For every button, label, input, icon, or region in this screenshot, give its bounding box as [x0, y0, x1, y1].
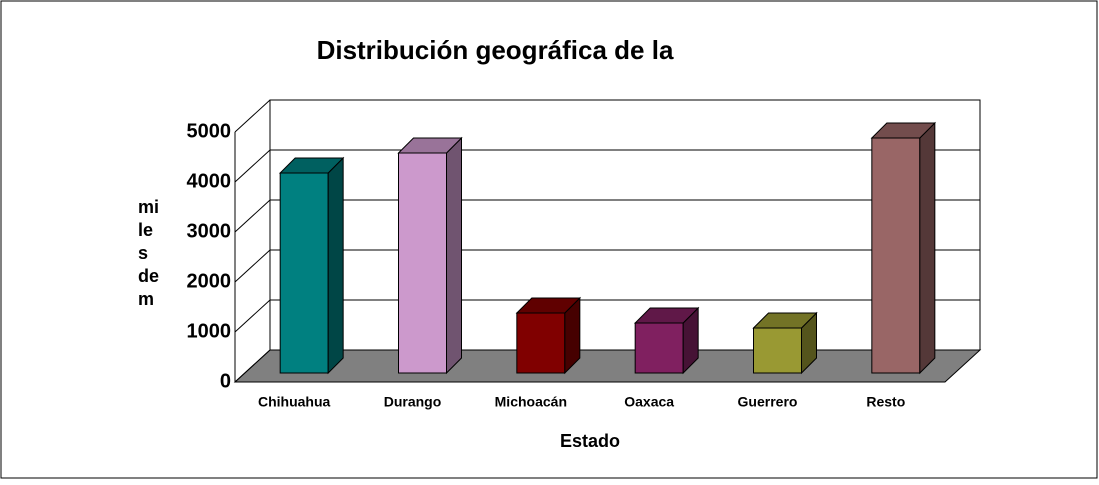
x-tick-label: Guerrero — [738, 394, 798, 410]
x-axis-label: Estado — [560, 431, 620, 451]
bar — [398, 152, 447, 374]
bar — [753, 327, 802, 374]
bar-side — [919, 121, 936, 375]
y-axis-label: mi — [138, 197, 159, 217]
bar-top — [397, 137, 463, 154]
bar — [634, 322, 684, 374]
y-axis-label: s — [138, 243, 148, 263]
y-tick-label: 5000 — [187, 120, 232, 142]
chart-title: Distribución geográfica de la — [317, 35, 674, 65]
bar-side — [446, 136, 462, 375]
y-axis-label: le — [138, 220, 153, 240]
y-axis-label: m — [138, 289, 154, 309]
bar — [279, 172, 329, 374]
y-tick-label: 4000 — [187, 170, 232, 192]
bar — [871, 137, 921, 374]
side-grid-line — [234, 249, 271, 283]
bar-top — [870, 122, 937, 139]
side-grid-line — [234, 149, 271, 183]
y-axis-label: de — [138, 266, 159, 286]
side-grid-line — [234, 349, 271, 383]
x-tick-label: Durango — [384, 394, 442, 410]
x-tick-label: Resto — [866, 394, 905, 410]
y-tick-label: 3000 — [187, 220, 232, 242]
y-tick-label: 1000 — [187, 320, 232, 342]
side-grid-line — [234, 199, 271, 233]
y-tick-label: 2000 — [187, 270, 232, 292]
side-grid-line — [234, 299, 271, 333]
x-tick-label: Michoacán — [495, 394, 567, 410]
bar-top — [752, 312, 818, 329]
bar-top — [515, 297, 582, 314]
bar-top — [278, 157, 345, 174]
x-tick-label: Oaxaca — [624, 394, 674, 410]
bar-side — [327, 156, 344, 375]
bar-top — [633, 307, 700, 324]
bar — [516, 312, 566, 374]
floor — [233, 349, 982, 383]
y-tick-label: 0 — [220, 370, 231, 392]
side-grid-line — [234, 99, 271, 133]
x-tick-label: Chihuahua — [258, 394, 331, 410]
